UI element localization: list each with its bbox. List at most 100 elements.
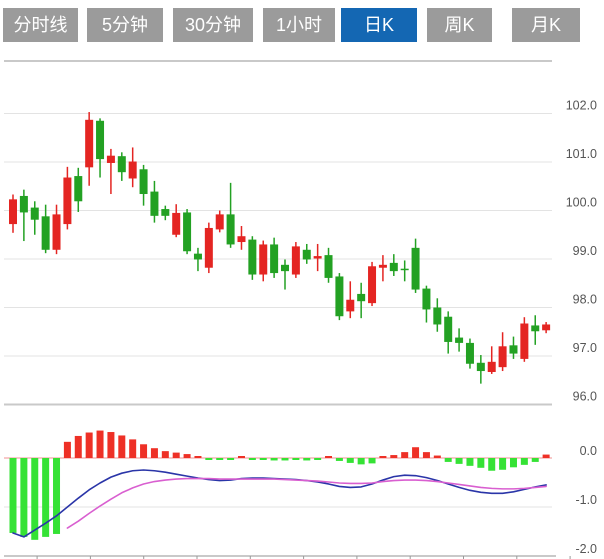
macd-histogram-bar: [259, 458, 267, 460]
candle-down: [74, 176, 83, 202]
macd-histogram-bar: [85, 432, 93, 458]
candle-wick: [382, 255, 384, 282]
candle-wick: [284, 259, 286, 290]
price-gridline: [4, 210, 552, 211]
macd-histogram-bar: [150, 448, 158, 458]
price-gridline: [4, 355, 552, 357]
macd-histogram-bar: [42, 458, 50, 537]
macd-histogram-bar: [31, 458, 39, 540]
candle-down: [433, 307, 442, 325]
macd-histogram-bar: [194, 456, 202, 458]
macd-histogram-bar: [53, 458, 61, 534]
candle-down: [270, 244, 279, 274]
macd-histogram-bar: [303, 458, 311, 461]
macd-histogram-bar: [216, 458, 224, 460]
tab-30min[interactable]: 30分钟: [173, 8, 253, 42]
macd-histogram-bar: [499, 458, 507, 470]
candle-down: [248, 239, 257, 275]
x-axis-tick: [303, 556, 305, 559]
price-axis-label: 99.0: [573, 244, 597, 258]
x-axis-tick: [196, 556, 198, 559]
macd-axis-label: -1.0: [575, 493, 597, 507]
macd-histogram-bar: [74, 435, 82, 458]
price-axis-label: 97.0: [573, 341, 597, 355]
macd-histogram-bar: [63, 441, 71, 458]
candle-down: [139, 169, 148, 195]
macd-histogram-bar: [237, 456, 245, 458]
macd-histogram-bar: [488, 458, 496, 471]
candle-down: [444, 316, 453, 342]
candle-up: [106, 155, 115, 163]
candle-down: [357, 293, 366, 302]
x-axis-tick: [356, 556, 358, 559]
macd-histogram-bar: [140, 444, 148, 458]
macd-histogram-bar: [477, 458, 485, 468]
macd-histogram-bar: [520, 458, 528, 465]
x-axis-tick: [463, 556, 464, 559]
macd-histogram-bar: [118, 435, 126, 458]
period-tabbar: 分时线 5分钟 30分钟 1小时 日K 周K 月K: [0, 0, 604, 50]
candle-down: [41, 216, 50, 250]
candle-wick: [490, 346, 493, 374]
candle-up: [85, 119, 94, 168]
tab-daily-k[interactable]: 日K: [341, 8, 417, 42]
candle-down: [476, 362, 485, 372]
candle-up: [215, 214, 224, 230]
macd-histogram-bar: [466, 458, 474, 466]
macd-histogram-bar: [433, 455, 441, 458]
candle-down: [150, 191, 159, 216]
macd-histogram-bar: [9, 458, 17, 533]
tab-weekly-k[interactable]: 周K: [427, 8, 492, 42]
candle-up: [542, 324, 551, 331]
candle-down: [161, 209, 170, 216]
macd-histogram-bar: [412, 447, 420, 458]
macd-histogram-bar: [227, 458, 235, 460]
candle-down: [117, 156, 126, 173]
macd-gridline: [4, 506, 552, 508]
price-gridline: [4, 307, 552, 308]
macd-axis-label: -2.0: [575, 542, 597, 556]
x-axis-tick: [569, 556, 571, 559]
tab-5min[interactable]: 5分钟: [87, 8, 163, 42]
candle-down: [465, 342, 474, 364]
macd-histogram-bar: [335, 458, 343, 461]
tab-1hour[interactable]: 1小时: [263, 8, 335, 42]
macd-histogram-bar: [357, 458, 365, 465]
macd-histogram-bar: [531, 458, 539, 462]
macd-histogram-bar: [205, 458, 213, 460]
macd-axis-label: 0.0: [580, 444, 597, 458]
macd-histogram-bar: [183, 454, 191, 458]
price-gridline: [4, 113, 552, 114]
macd-histogram-bar: [390, 455, 398, 458]
price-gridline: [4, 161, 552, 163]
macd-histogram-bar: [379, 456, 387, 458]
candle-down: [422, 288, 431, 310]
candle-down: [455, 337, 464, 343]
macd-histogram-bar: [96, 430, 104, 458]
candle-down: [96, 120, 105, 160]
candle-up: [9, 199, 17, 225]
candle-up: [237, 236, 246, 243]
macd-histogram-bar: [422, 452, 430, 458]
candle-up: [259, 244, 268, 275]
candle-up: [291, 246, 300, 275]
tab-timeline[interactable]: 分时线: [3, 8, 78, 42]
candle-wick: [110, 148, 112, 195]
candle-down: [509, 345, 518, 354]
candle-up: [378, 264, 387, 268]
macd-histogram-bar: [509, 458, 517, 468]
price-axis-label: 96.0: [573, 390, 597, 404]
x-axis-tick: [89, 556, 91, 559]
macd-zero-line: [4, 457, 552, 459]
candle-down: [19, 195, 28, 213]
price-panel-top-border: [4, 60, 552, 62]
macd-panel-bottom-border: [4, 555, 556, 557]
tab-monthly-k[interactable]: 月K: [512, 8, 580, 42]
macd-histogram-bar: [368, 458, 376, 464]
macd-histogram-bar: [346, 458, 354, 463]
candle-up: [128, 161, 137, 179]
candle-up: [346, 299, 355, 312]
candle-up: [63, 177, 72, 225]
price-axis-label: 102.0: [566, 99, 597, 113]
